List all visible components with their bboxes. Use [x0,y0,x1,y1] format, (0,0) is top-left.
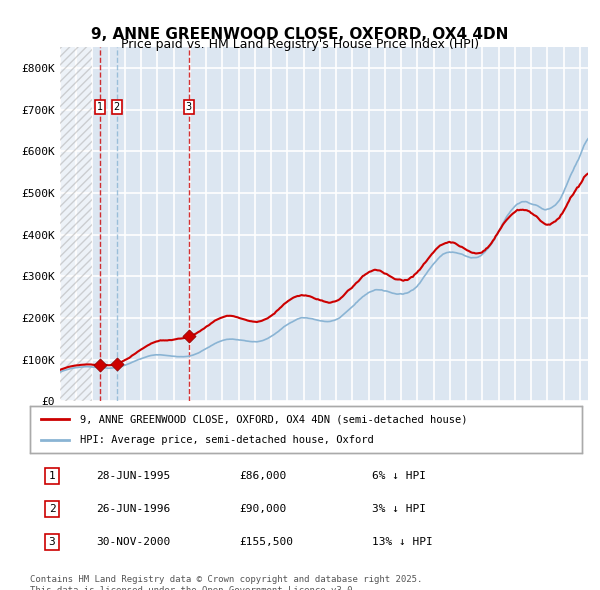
Text: 3: 3 [185,103,192,112]
Text: £90,000: £90,000 [240,504,287,514]
Point [112,359,121,368]
Text: 28-JUN-1995: 28-JUN-1995 [96,471,170,481]
Text: £155,500: £155,500 [240,537,294,547]
Text: Price paid vs. HM Land Registry's House Price Index (HPI): Price paid vs. HM Land Registry's House … [121,38,479,51]
Point [95,360,105,370]
Text: 9, ANNE GREENWOOD CLOSE, OXFORD, OX4 4DN: 9, ANNE GREENWOOD CLOSE, OXFORD, OX4 4DN [91,27,509,41]
Text: £86,000: £86,000 [240,471,287,481]
Text: HPI: Average price, semi-detached house, Oxford: HPI: Average price, semi-detached house,… [80,435,373,445]
Point [184,332,193,341]
Text: 1: 1 [49,471,55,481]
Text: 6% ↓ HPI: 6% ↓ HPI [372,471,426,481]
Text: 9, ANNE GREENWOOD CLOSE, OXFORD, OX4 4DN (semi-detached house): 9, ANNE GREENWOOD CLOSE, OXFORD, OX4 4DN… [80,414,467,424]
Text: 30-NOV-2000: 30-NOV-2000 [96,537,170,547]
Text: 13% ↓ HPI: 13% ↓ HPI [372,537,433,547]
Text: 26-JUN-1996: 26-JUN-1996 [96,504,170,514]
Bar [60,47,92,401]
Text: Contains HM Land Registry data © Crown copyright and database right 2025.
This d: Contains HM Land Registry data © Crown c… [30,575,422,590]
Text: 2: 2 [113,103,120,112]
Text: 3: 3 [49,537,55,547]
Text: 3% ↓ HPI: 3% ↓ HPI [372,504,426,514]
Text: 2: 2 [49,504,55,514]
Text: 1: 1 [97,103,104,112]
